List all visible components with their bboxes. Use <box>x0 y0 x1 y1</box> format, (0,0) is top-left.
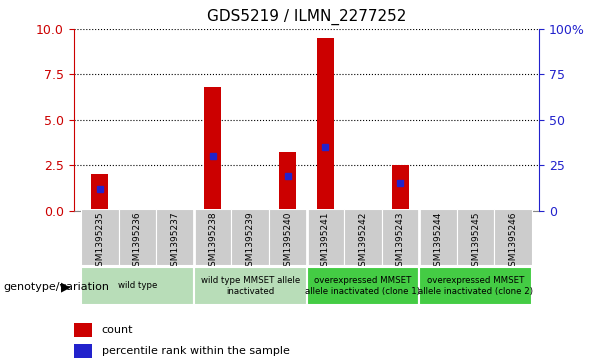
Bar <box>317 38 333 211</box>
Text: GSM1395237: GSM1395237 <box>170 212 180 272</box>
Text: GSM1395242: GSM1395242 <box>359 212 367 272</box>
Bar <box>457 209 494 265</box>
Text: GSM1395239: GSM1395239 <box>246 212 254 272</box>
Bar <box>344 209 382 265</box>
Text: genotype/variation: genotype/variation <box>3 282 109 292</box>
Text: GSM1395235: GSM1395235 <box>96 212 104 272</box>
Bar <box>81 209 119 265</box>
Text: GSM1395241: GSM1395241 <box>321 212 330 272</box>
Text: overexpressed MMSET
allele inactivated (clone 2): overexpressed MMSET allele inactivated (… <box>418 276 533 295</box>
Bar <box>306 267 419 305</box>
Text: percentile rank within the sample: percentile rank within the sample <box>102 346 289 356</box>
Bar <box>119 209 156 265</box>
Bar <box>494 209 532 265</box>
Bar <box>74 344 92 358</box>
Bar <box>269 209 306 265</box>
Text: GSM1395244: GSM1395244 <box>433 212 443 272</box>
Bar <box>392 165 409 211</box>
Bar <box>194 209 231 265</box>
Text: ▶: ▶ <box>61 280 70 293</box>
Bar <box>194 267 306 305</box>
Text: GSM1395236: GSM1395236 <box>133 212 142 272</box>
Text: GSM1395243: GSM1395243 <box>396 212 405 272</box>
Text: GSM1395245: GSM1395245 <box>471 212 480 272</box>
Text: overexpressed MMSET
allele inactivated (clone 1): overexpressed MMSET allele inactivated (… <box>305 276 421 295</box>
Bar <box>280 152 296 211</box>
Bar <box>419 209 457 265</box>
Text: GSM1395246: GSM1395246 <box>509 212 517 272</box>
Text: wild type MMSET allele
inactivated: wild type MMSET allele inactivated <box>200 276 300 295</box>
Bar <box>91 174 109 211</box>
Bar <box>382 209 419 265</box>
Bar <box>74 323 92 337</box>
Title: GDS5219 / ILMN_2277252: GDS5219 / ILMN_2277252 <box>207 9 406 25</box>
Bar <box>306 209 344 265</box>
Bar <box>204 87 221 211</box>
Bar <box>419 267 532 305</box>
Bar <box>81 267 194 305</box>
Text: GSM1395240: GSM1395240 <box>283 212 292 272</box>
Bar <box>156 209 194 265</box>
Bar <box>231 209 269 265</box>
Text: GSM1395238: GSM1395238 <box>208 212 217 272</box>
Text: wild type: wild type <box>118 281 157 290</box>
Text: count: count <box>102 325 133 335</box>
